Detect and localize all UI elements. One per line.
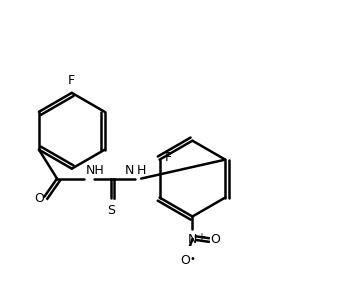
Text: N: N [125,164,134,177]
Text: O: O [34,192,44,205]
Text: O: O [180,254,190,268]
Text: S: S [107,204,115,217]
Text: •: • [190,254,196,264]
Text: O: O [210,233,220,246]
Text: +: + [197,232,205,242]
Text: NH: NH [86,164,104,177]
Text: N: N [188,233,197,246]
Text: F: F [68,74,75,87]
Text: H: H [137,164,146,177]
Text: F: F [165,151,172,164]
